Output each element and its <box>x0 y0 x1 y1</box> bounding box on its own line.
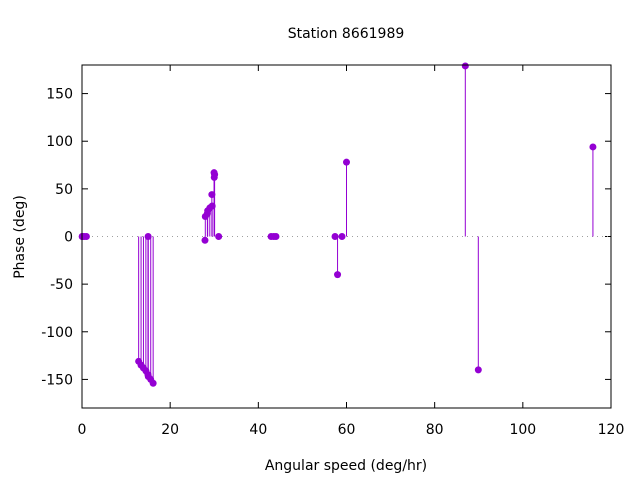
data-point <box>82 233 90 240</box>
chart-title: Station 8661989 <box>288 26 405 42</box>
data-point <box>474 366 482 374</box>
x-tick-label: 40 <box>249 422 267 438</box>
x-tick-label: 20 <box>161 422 179 438</box>
data-point <box>201 236 209 244</box>
x-tick-label: 80 <box>426 422 444 438</box>
x-tick-label: 0 <box>78 422 87 438</box>
data-point <box>334 271 342 279</box>
data-point <box>208 202 216 210</box>
data-point <box>589 143 597 151</box>
data-point <box>149 379 157 387</box>
x-tick-label: 100 <box>509 422 536 438</box>
data-point <box>211 171 219 179</box>
data-point <box>331 233 339 240</box>
y-tick-label: 50 <box>55 182 73 198</box>
y-tick-label: 0 <box>64 230 73 246</box>
x-tick-label: 120 <box>598 422 625 438</box>
y-axis-label: Phase (deg) <box>12 195 28 279</box>
data-point <box>461 62 469 70</box>
x-axis-label: Angular speed (deg/hr) <box>265 458 427 474</box>
data-point <box>343 158 350 166</box>
data-point <box>208 191 216 199</box>
plot-frame <box>81 64 612 409</box>
y-tick-label: 150 <box>46 87 73 103</box>
data-point <box>338 233 346 240</box>
y-tick-label: -150 <box>41 372 73 388</box>
y-tick-label: 100 <box>46 134 73 150</box>
data-point <box>272 233 280 240</box>
y-tick-label: -100 <box>41 325 73 341</box>
data-point <box>215 233 223 240</box>
x-tick-label: 60 <box>338 422 356 438</box>
data-point <box>144 233 152 240</box>
y-tick-label: -50 <box>50 277 73 293</box>
